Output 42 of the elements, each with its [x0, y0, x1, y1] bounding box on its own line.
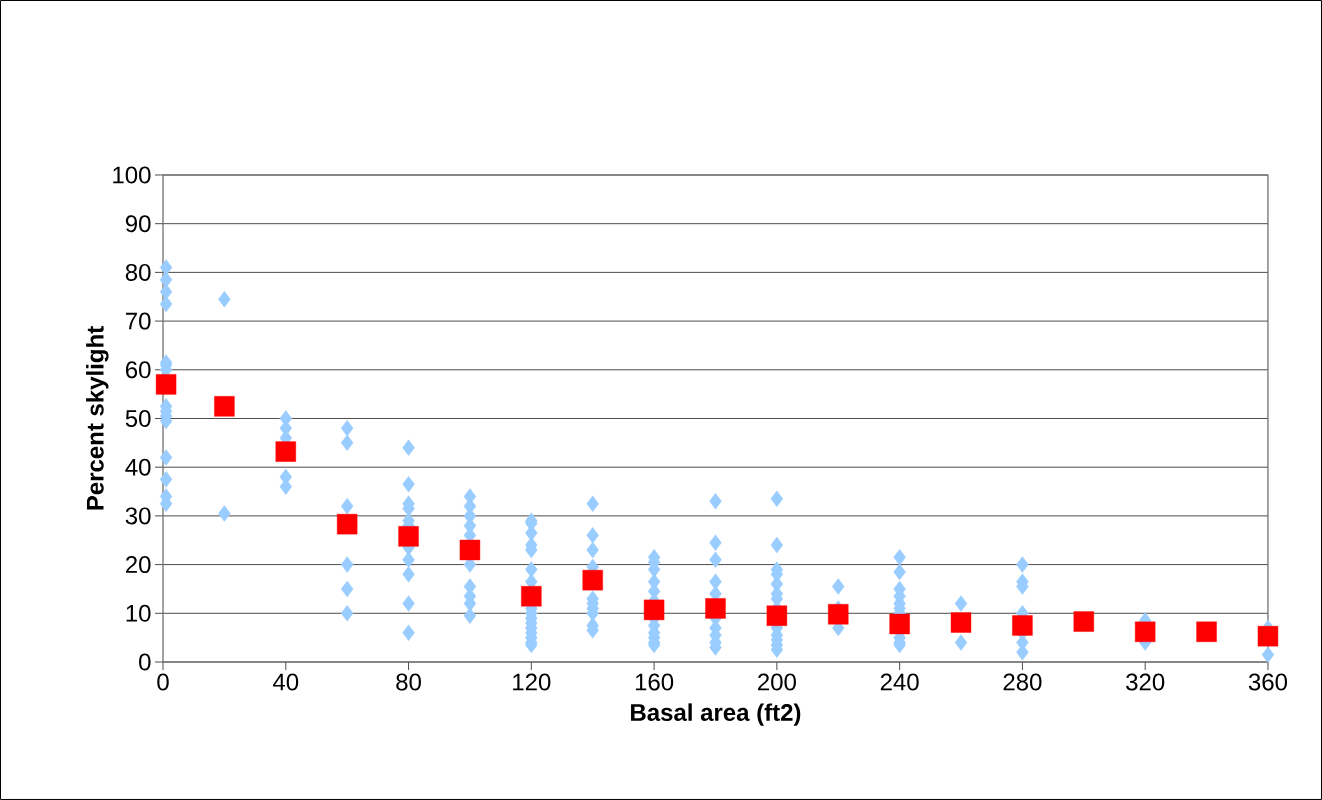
point	[398, 526, 419, 547]
x-tick-label: 280	[1003, 673, 1042, 691]
x-tick-label: 80	[396, 673, 421, 691]
point	[766, 605, 788, 626]
y-tick-label: 10	[126, 604, 151, 622]
y-tick-label: 60	[126, 361, 151, 379]
point	[950, 612, 972, 633]
point	[1012, 615, 1033, 636]
x-tick-label: 0	[157, 673, 169, 691]
x-axis-title: Basal area (ft2)	[631, 703, 801, 726]
y-tick-label: 20	[125, 556, 151, 574]
point	[1134, 621, 1156, 642]
y-tick-label: 90	[125, 215, 151, 233]
point	[889, 613, 910, 635]
point	[643, 599, 665, 621]
x-tick-label: 120	[513, 673, 551, 691]
point	[521, 586, 542, 607]
y-tick-label: 70	[126, 312, 151, 330]
point	[155, 374, 177, 395]
point	[1073, 611, 1094, 632]
y-tick-label: 50	[125, 410, 151, 427]
point	[828, 604, 849, 625]
x-tick-label: 200	[758, 673, 796, 691]
y-axis-title: Percent skylight	[86, 326, 109, 510]
y-tick-label: 80	[125, 263, 151, 281]
y-tick-label: 30	[125, 507, 151, 525]
x-tick-label: 240	[880, 673, 919, 691]
point	[1257, 625, 1279, 647]
y-tick-label: 100	[113, 166, 151, 184]
y-tick-label: 40	[125, 458, 151, 476]
point	[214, 396, 235, 417]
point	[275, 441, 296, 462]
x-tick-label: 160	[635, 673, 674, 691]
point	[1196, 621, 1217, 642]
x-tick-label: 320	[1126, 673, 1165, 691]
y-tick-label: 0	[139, 653, 151, 671]
point	[705, 598, 726, 619]
point	[459, 539, 481, 561]
point	[336, 513, 358, 535]
point	[582, 569, 603, 591]
x-tick-label: 360	[1248, 673, 1288, 691]
x-tick-label: 40	[272, 673, 299, 691]
